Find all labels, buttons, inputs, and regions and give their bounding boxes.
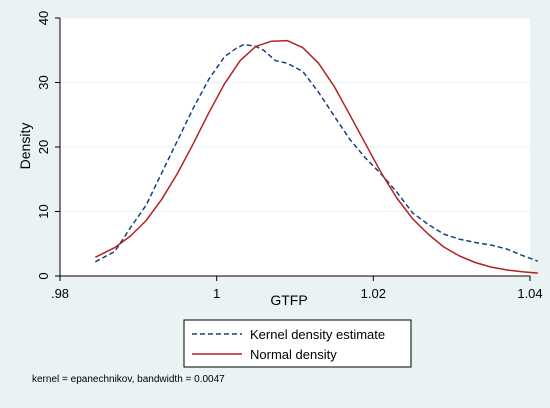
series-layer [94, 39, 539, 274]
y-tick-label: 20 [36, 140, 51, 154]
y-axis-title: Density [17, 123, 33, 170]
legend-label-kernel: Kernel density estimate [250, 327, 385, 342]
legend-box [183, 319, 412, 368]
y-tick-label: 30 [36, 75, 51, 89]
y-axis-ticks: 0 10 20 30 40 [36, 11, 60, 280]
grid-layer [60, 17, 530, 212]
x-tick-label: 1.02 [361, 286, 386, 301]
y-tick-label: 10 [36, 204, 51, 218]
legend: Kernel density estimate Normal density [183, 319, 412, 368]
series-normal-density-line [94, 39, 538, 274]
x-tick-label: 1.04 [517, 286, 542, 301]
legend-label-normal: Normal density [250, 347, 337, 362]
chart-note: kernel = epanechnikov, bandwidth = 0.004… [32, 374, 225, 385]
x-tick-label: 1 [213, 286, 220, 301]
x-axis-ticks: .98 1 1.02 1.04 [51, 276, 543, 301]
x-tick-label: .98 [51, 286, 69, 301]
series-kernel-density-line [94, 43, 539, 263]
y-tick-label: 0 [36, 272, 51, 279]
x-axis-title: GTFP [270, 292, 307, 308]
y-tick-label: 40 [36, 11, 51, 25]
